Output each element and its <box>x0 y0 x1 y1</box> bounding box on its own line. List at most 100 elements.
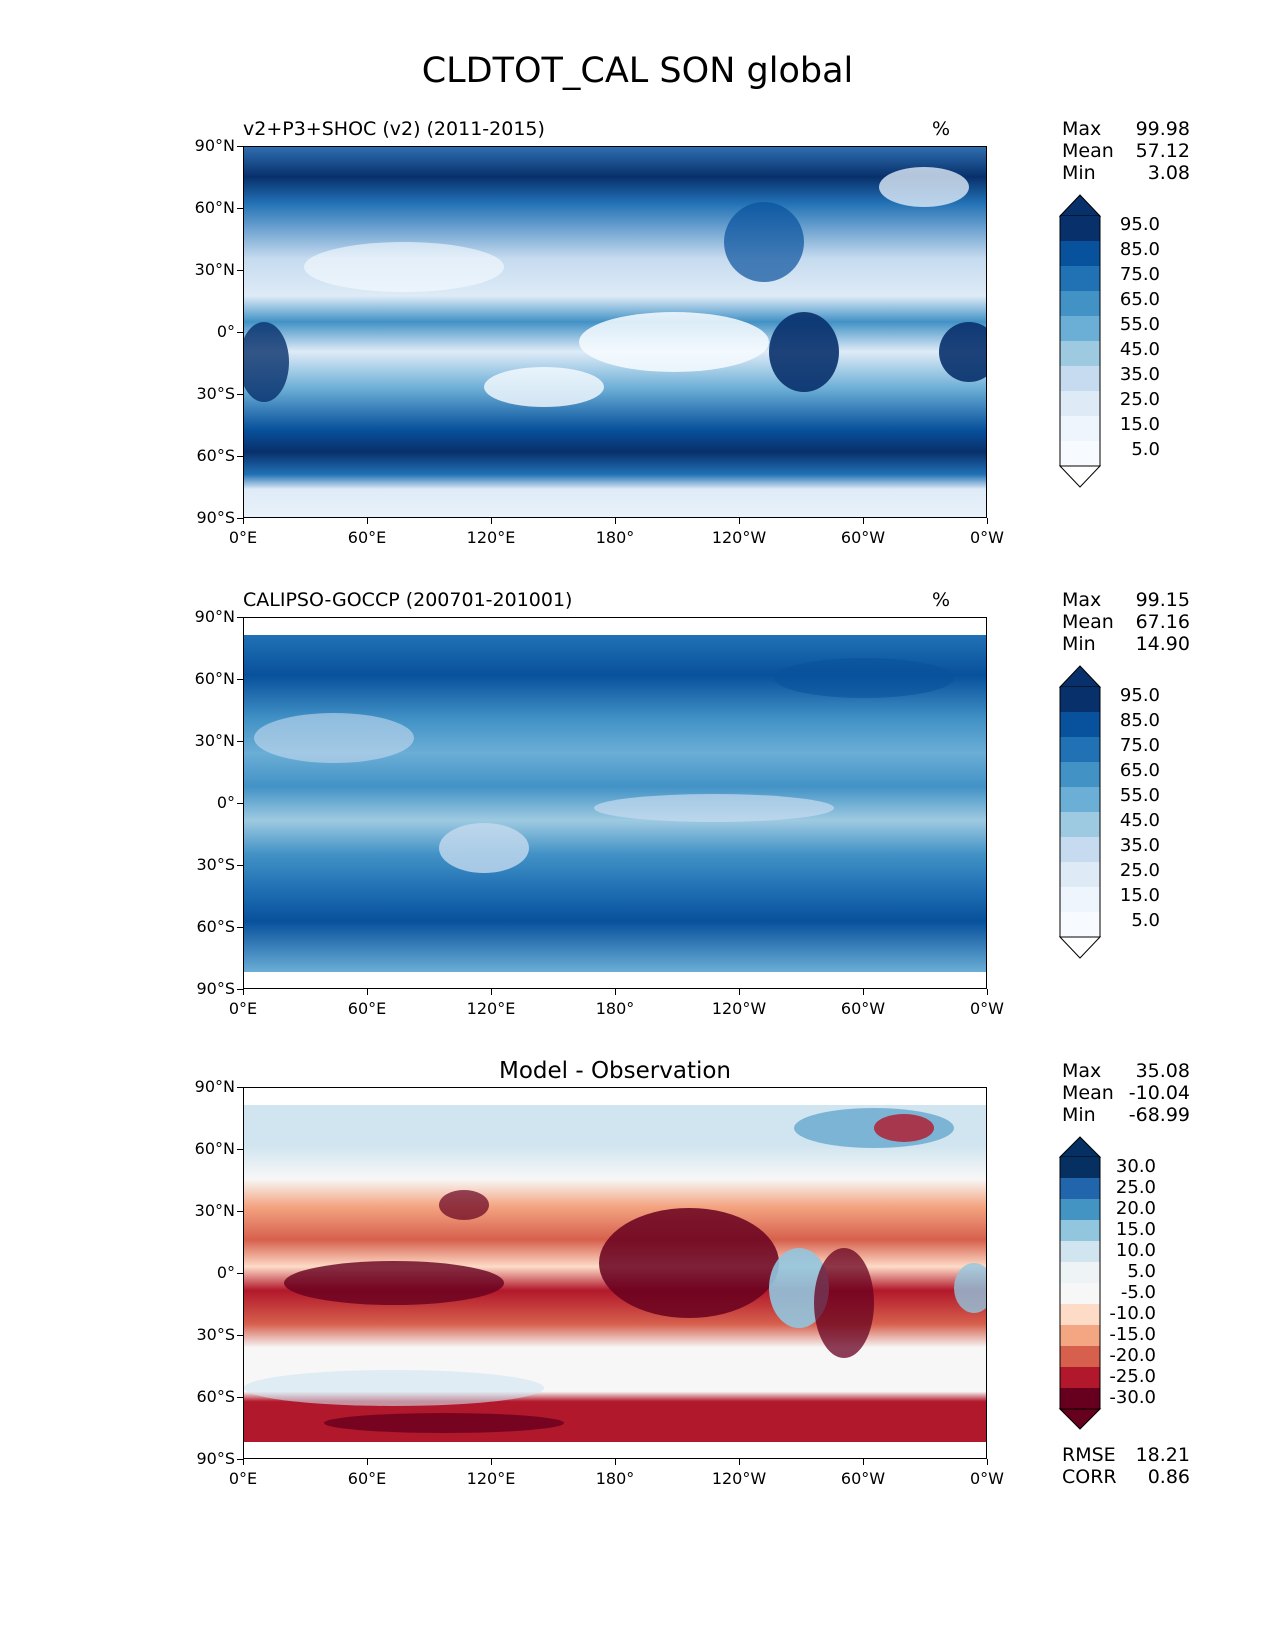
colorbar-tick-label: 5.0 <box>1131 910 1160 931</box>
lat-tick-label: 90°S <box>196 508 235 527</box>
cb-swatch <box>1060 762 1100 787</box>
colorbar-tick-label: 45.0 <box>1119 339 1160 360</box>
lat-tick-label: 60°S <box>196 1387 235 1406</box>
colorbar-tick-label: 15.0 <box>1119 885 1160 906</box>
lon-tick-mark <box>862 989 864 995</box>
stat-value: 67.16 <box>1135 611 1190 633</box>
lat-tick-label: 90°S <box>196 979 235 998</box>
lat-tick-mark <box>237 269 243 271</box>
lat-tick-label: 0° <box>216 793 235 812</box>
lat-tick-label: 60°N <box>194 669 235 688</box>
colorbar-tick-label: 85.0 <box>1119 239 1160 260</box>
lat-tick-mark <box>237 207 243 209</box>
lon-tick-label: 0°E <box>228 528 258 547</box>
colorbar-tick-label: -30.0 <box>1109 1387 1156 1408</box>
stat-value: 35.08 <box>1135 1060 1190 1082</box>
colorbar-tick-label: -10.0 <box>1109 1303 1156 1324</box>
lon-tick-mark <box>614 989 616 995</box>
cb-frame <box>1059 216 1101 466</box>
lon-tick-mark <box>986 1459 988 1465</box>
metric-value: 18.21 <box>1135 1444 1190 1466</box>
cb-swatch <box>1060 1325 1100 1346</box>
lon-tick-mark <box>614 518 616 524</box>
lat-tick-label: 30°N <box>194 731 235 750</box>
lon-tick-mark <box>986 989 988 995</box>
lat-tick-label: 0° <box>216 1263 235 1282</box>
cb-swatch <box>1060 391 1100 416</box>
lon-tick-mark <box>738 989 740 995</box>
lon-tick-label: 0°E <box>228 999 258 1018</box>
cb-frame <box>1059 1157 1101 1409</box>
lon-tick-mark <box>986 518 988 524</box>
lat-tick-label: 30°S <box>196 855 235 874</box>
cb-extend-max <box>1058 665 1102 688</box>
panel-2-field <box>244 635 986 972</box>
lat-tick-mark <box>237 988 243 990</box>
colorbar-tick-label: 55.0 <box>1119 785 1160 806</box>
colorbar-tick-label: 65.0 <box>1119 760 1160 781</box>
cb-frame <box>1059 687 1101 937</box>
panel-2-colorbar <box>1058 665 1102 959</box>
lon-tick-label: 0°W <box>970 528 1004 547</box>
lon-tick-mark <box>862 1459 864 1465</box>
cb-swatch <box>1060 687 1100 712</box>
colorbar-tick-label: 10.0 <box>1115 1240 1156 1261</box>
lat-tick-mark <box>237 1272 243 1274</box>
stat-label: Max <box>1062 589 1102 611</box>
cb-swatch <box>1060 341 1100 366</box>
lon-tick-label: 60°W <box>840 1469 886 1488</box>
stat-label: Mean <box>1062 1082 1114 1104</box>
lon-tick-mark <box>242 989 244 995</box>
lat-tick-mark <box>237 864 243 866</box>
stat-value: 99.15 <box>1135 589 1190 611</box>
panel-1-colorbar <box>1058 194 1102 488</box>
stat-label: Mean <box>1062 140 1114 162</box>
lat-tick-label: 30°N <box>194 260 235 279</box>
panel-3-map <box>243 1087 987 1459</box>
lat-tick-mark <box>237 1086 243 1088</box>
stat-label: Min <box>1062 633 1096 655</box>
lat-tick-mark <box>237 517 243 519</box>
stat-value: 99.98 <box>1135 118 1190 140</box>
colorbar-tick-label: 25.0 <box>1115 1177 1156 1198</box>
cb-swatch <box>1060 862 1100 887</box>
colorbar-tick-label: 15.0 <box>1115 1219 1156 1240</box>
lat-tick-mark <box>237 616 243 618</box>
metric-label: CORR <box>1062 1466 1117 1488</box>
lat-tick-mark <box>237 802 243 804</box>
lat-tick-mark <box>237 1396 243 1398</box>
lon-tick-label: 60°E <box>347 999 387 1018</box>
lon-tick-label: 120°E <box>466 528 516 547</box>
lon-tick-mark <box>242 518 244 524</box>
lat-tick-mark <box>237 393 243 395</box>
lon-tick-label: 0°E <box>228 1469 258 1488</box>
lat-tick-mark <box>237 1210 243 1212</box>
cb-swatch <box>1060 1262 1100 1283</box>
lon-tick-mark <box>490 1459 492 1465</box>
lat-tick-mark <box>237 926 243 928</box>
cb-extend-min <box>1058 465 1102 488</box>
lat-tick-label: 60°S <box>196 446 235 465</box>
lon-tick-label: 60°E <box>347 1469 387 1488</box>
cb-swatch <box>1060 1220 1100 1241</box>
lon-tick-mark <box>242 1459 244 1465</box>
panel-2-unit: % <box>932 589 951 611</box>
cb-swatch <box>1060 887 1100 912</box>
cb-swatch <box>1060 1304 1100 1325</box>
lat-tick-mark <box>237 331 243 333</box>
colorbar-tick-label: 15.0 <box>1119 414 1160 435</box>
lat-tick-label: 30°N <box>194 1201 235 1220</box>
colorbar-tick-label: 85.0 <box>1119 710 1160 731</box>
stat-label: Mean <box>1062 611 1114 633</box>
cb-swatch <box>1060 366 1100 391</box>
stat-label: Max <box>1062 1060 1102 1082</box>
lon-tick-label: 120°W <box>711 528 767 547</box>
colorbar-tick-label: 95.0 <box>1119 685 1160 706</box>
cb-swatch <box>1060 1241 1100 1262</box>
lon-tick-label: 120°W <box>711 999 767 1018</box>
colorbar-tick-label: 20.0 <box>1115 1198 1156 1219</box>
lon-tick-mark <box>738 518 740 524</box>
lon-tick-label: 120°W <box>711 1469 767 1488</box>
lon-tick-label: 60°W <box>840 999 886 1018</box>
stat-value: 3.08 <box>1147 162 1190 184</box>
